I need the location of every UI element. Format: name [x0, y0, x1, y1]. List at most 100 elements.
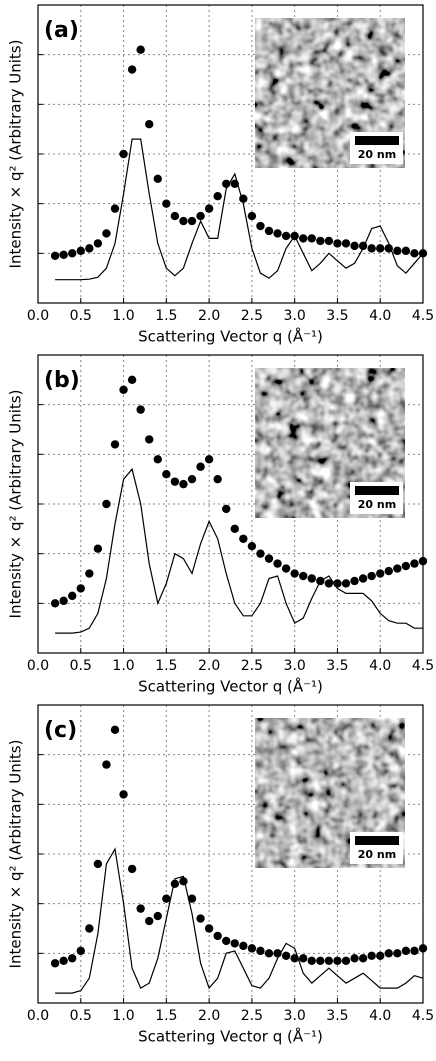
data-point — [59, 250, 68, 260]
data-point — [281, 951, 291, 961]
data-point — [393, 246, 402, 256]
data-point — [290, 569, 299, 578]
data-point — [110, 204, 120, 213]
x-tick-label: 3.5 — [326, 308, 348, 324]
data-point — [341, 579, 351, 588]
x-tick-label: 3.0 — [284, 308, 306, 324]
data-point — [50, 599, 60, 608]
data-point — [376, 244, 385, 253]
panel: 0.0 0.5 1.0 1.5 2.0 2.5 3.0 3.5 4.0 4.5 20 nm (a) Sc… — [7, 4, 434, 346]
x-tick-label: 4.0 — [369, 658, 391, 674]
data-point — [273, 559, 282, 568]
x-tick-label: 4.0 — [369, 1008, 391, 1024]
data-point — [187, 894, 197, 903]
x-tick-label: 0.0 — [27, 308, 49, 324]
series-line — [55, 467, 423, 634]
data-point — [110, 440, 120, 449]
data-point — [85, 569, 94, 578]
panel-label: (a) — [44, 18, 79, 43]
data-point — [187, 474, 197, 484]
data-point — [393, 564, 402, 573]
y-axis-label: Intensity × q² (Arbitrary Units) — [7, 740, 25, 969]
x-tick-label: 0.0 — [27, 658, 49, 674]
data-point — [307, 574, 316, 583]
data-point — [384, 566, 393, 576]
data-point — [316, 956, 325, 965]
data-point — [350, 954, 359, 963]
data-point — [376, 951, 385, 961]
data-point — [145, 435, 154, 444]
data-point — [85, 244, 94, 253]
data-point — [324, 956, 334, 965]
data-point — [222, 504, 231, 514]
data-point — [341, 239, 351, 248]
data-point — [324, 236, 334, 246]
x-tick-label: 0.5 — [70, 308, 92, 324]
data-point — [299, 954, 308, 963]
data-point — [59, 596, 68, 606]
x-axis-label: Scattering Vector q (Å⁻¹) — [138, 327, 323, 346]
data-point — [350, 241, 359, 251]
scalebar — [355, 486, 399, 495]
data-point — [162, 894, 171, 903]
scalebar-label: 20 nm — [358, 148, 396, 161]
data-point — [247, 542, 257, 551]
data-point — [102, 760, 111, 769]
data-point — [256, 946, 265, 956]
data-point — [50, 959, 60, 968]
plot-frame — [37, 4, 424, 304]
data-point — [264, 554, 274, 563]
data-point — [119, 790, 128, 799]
data-point — [127, 375, 137, 385]
data-point — [350, 576, 359, 586]
data-point — [153, 911, 162, 921]
data-point — [85, 924, 94, 933]
panel-label: (c) — [44, 718, 77, 743]
data-point — [136, 405, 145, 414]
data-point — [102, 229, 111, 238]
x-tick-label: 3.0 — [284, 658, 306, 674]
x-axis-label: Scattering Vector q (Å⁻¹) — [138, 1027, 323, 1046]
data-point — [162, 199, 171, 208]
plot-frame — [37, 354, 424, 654]
data-point — [196, 211, 205, 221]
data-point — [76, 946, 85, 956]
data-point — [410, 946, 419, 956]
data-point — [230, 939, 239, 948]
series-line — [55, 138, 424, 281]
data-point — [179, 216, 188, 226]
data-point — [401, 246, 411, 256]
x-tick-label: 1.5 — [155, 1008, 177, 1024]
x-tick-label: 0.5 — [70, 1008, 92, 1024]
panel: 0.0 0.5 1.0 1.5 2.0 2.5 3.0 3.5 4.0 4.5 20 nm (c) Sc… — [7, 704, 434, 1046]
data-point — [367, 571, 376, 581]
data-point — [256, 221, 265, 231]
panel: 0.0 0.5 1.0 1.5 2.0 2.5 3.0 3.5 4.0 4.5 20 nm (b) Sc… — [7, 354, 434, 696]
data-point — [358, 574, 368, 583]
data-point — [196, 914, 205, 923]
x-tick-label: 1.0 — [112, 308, 134, 324]
data-point — [376, 569, 385, 578]
data-point — [367, 244, 376, 253]
data-point — [256, 549, 265, 558]
x-tick-label: 4.5 — [412, 1008, 434, 1024]
data-point — [247, 211, 257, 221]
data-point — [170, 477, 180, 486]
x-tick-label: 4.5 — [412, 658, 434, 674]
x-tick-label: 2.0 — [198, 1008, 220, 1024]
x-tick-label: 2.5 — [241, 1008, 263, 1024]
x-tick-label: 4.5 — [412, 308, 434, 324]
data-point — [213, 931, 222, 941]
data-point — [367, 951, 376, 961]
data-point — [162, 470, 171, 479]
data-point — [187, 216, 197, 226]
x-tick-label: 0.5 — [70, 658, 92, 674]
data-point — [76, 584, 85, 593]
x-tick-label: 2.5 — [241, 308, 263, 324]
data-point — [410, 559, 419, 568]
data-point — [127, 65, 137, 74]
x-tick-label: 1.5 — [155, 658, 177, 674]
data-point — [213, 192, 222, 201]
data-point — [307, 956, 316, 965]
data-point — [68, 249, 77, 258]
